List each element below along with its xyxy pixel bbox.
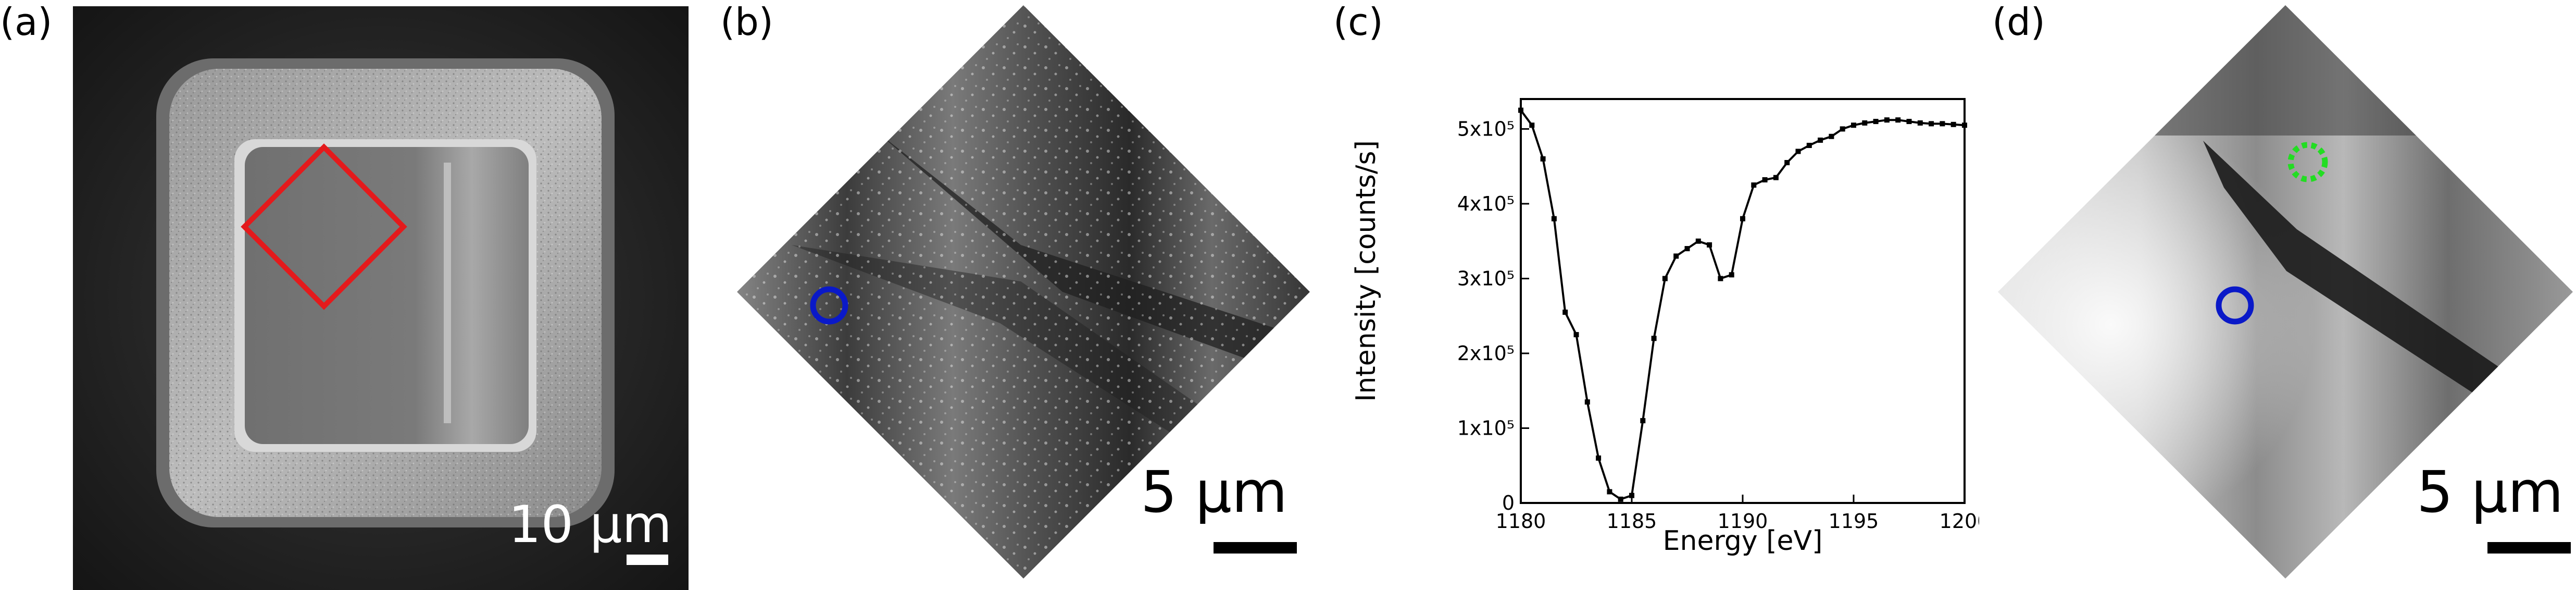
data-point: [1962, 122, 1967, 128]
data-point: [1551, 216, 1557, 222]
data-point: [1829, 133, 1834, 139]
data-point: [1540, 156, 1546, 162]
x-tick-label: 1185: [1607, 510, 1657, 533]
x-tick-label: 1180: [1496, 510, 1546, 533]
domain-wall-d: [2203, 141, 2542, 438]
data-point: [1884, 117, 1890, 123]
data-point: [1873, 119, 1879, 125]
y-tick-label: 0: [1502, 491, 1515, 514]
panel-label-a: (a): [0, 0, 53, 44]
y-tick-label: 4x10⁵: [1457, 192, 1515, 215]
data-point: [1518, 107, 1523, 113]
x-axis-label: Energy [eV]: [1663, 525, 1823, 557]
panel-label-d: (d): [1992, 0, 2045, 44]
scale-label-a: 10 µm: [508, 495, 672, 555]
data-point: [1773, 175, 1779, 180]
scale-label-d: 5 µm: [2417, 459, 2564, 525]
data-point: [1729, 272, 1734, 278]
data-point: [1618, 496, 1623, 502]
data-point: [1629, 493, 1634, 498]
data-point: [1707, 242, 1712, 248]
marker-blue-d: [2216, 286, 2254, 325]
data-point: [1651, 336, 1657, 341]
data-point: [1607, 489, 1612, 495]
data-point: [1895, 117, 1901, 123]
data-point: [1640, 418, 1646, 424]
data-point: [1684, 246, 1690, 252]
data-point: [1950, 121, 1956, 127]
data-point: [1851, 122, 1856, 128]
data-point: [1695, 238, 1701, 244]
data-point: [1662, 276, 1668, 281]
data-point: [1596, 455, 1602, 461]
data-point: [1795, 149, 1801, 154]
data-point: [1818, 137, 1823, 143]
data-point: [1584, 399, 1590, 405]
pillar-window: [245, 147, 529, 444]
xmcd-d-dark-top: [1998, 5, 2573, 136]
panel-label-c: (c): [1333, 0, 1383, 44]
panel-label-b: (b): [720, 0, 773, 44]
data-point: [1862, 120, 1868, 126]
data-point: [1562, 310, 1568, 315]
y-tick-label: 3x10⁵: [1457, 267, 1515, 290]
data-point: [1917, 120, 1923, 126]
data-point: [1529, 122, 1535, 128]
plot-frame: [1520, 98, 1966, 504]
xmcd-image-d: [1998, 5, 2573, 579]
window-glow: [444, 163, 451, 423]
data-point: [1806, 142, 1812, 148]
data-point: [1940, 121, 1945, 127]
scale-bar-b: [1214, 542, 1297, 554]
y-tick-label: 1x10⁵: [1457, 416, 1515, 439]
xas-chart: Intensity [counts/s] Energy [eV] 1180 118…: [1350, 98, 1979, 557]
data-point: [1673, 253, 1679, 259]
y-tick-label: 2x10⁵: [1457, 342, 1515, 365]
y-tick-label: 5x10⁵: [1457, 117, 1515, 140]
data-point: [1840, 126, 1845, 132]
xmcd-image-b: [737, 5, 1310, 579]
marker-green-d: [2287, 142, 2328, 182]
data-point: [1751, 182, 1757, 188]
data-point: [1718, 276, 1723, 281]
sem-image: 10 µm: [73, 6, 689, 590]
data-point: [1784, 159, 1790, 165]
x-tick-label: 1195: [1829, 510, 1879, 533]
data-point: [1573, 332, 1579, 338]
data-point: [1740, 216, 1745, 222]
spectrum-line: [1520, 109, 1965, 501]
data-point: [1762, 177, 1768, 182]
x-tick-label: 1190: [1718, 510, 1768, 533]
data-point: [1906, 119, 1912, 125]
data-point: [1929, 121, 1934, 127]
y-axis-label: Intensity [counts/s]: [1350, 140, 1382, 402]
scale-bar-a: [627, 555, 668, 565]
marker-blue-b: [810, 286, 848, 325]
scale-label-b: 5 µm: [1141, 459, 1288, 525]
scale-bar-d: [2487, 542, 2571, 554]
roi-square: [241, 143, 407, 310]
